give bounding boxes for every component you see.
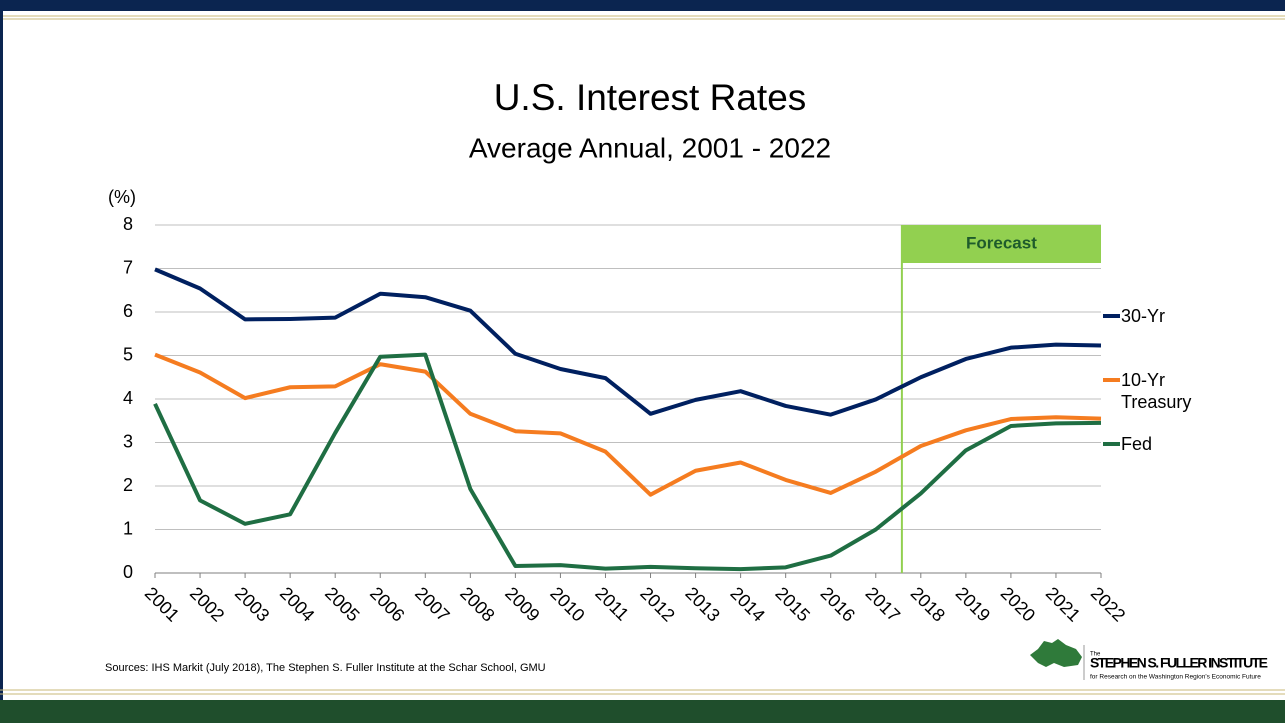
x-tick-label: 2021 [1042,583,1084,625]
x-tick-label: 2004 [276,583,318,625]
x-tick-label: 2001 [141,583,183,625]
bottom-bar [0,700,1285,723]
y-tick-label: 8 [123,214,133,234]
forecast-box [901,225,1101,263]
x-tick-label: 2015 [771,583,813,625]
x-tick-label: 2011 [591,583,633,625]
x-tick-label: 2020 [997,583,1039,625]
forecast-label: Forecast [966,233,1037,252]
y-tick-label: 7 [123,257,133,277]
x-tick-label: 2006 [366,583,408,625]
left-border [0,0,3,723]
y-tick-label: 5 [123,344,133,364]
series-line [154,267,1102,417]
chart-subtitle: Average Annual, 2001 - 2022 [469,132,831,163]
legend-label: Fed [1121,434,1153,454]
x-tick-label: 2010 [546,583,588,625]
logo-name: STEPHEN S. FULLER INSTITUTE [1090,655,1268,671]
x-tick-label: 2014 [726,583,768,625]
x-tick-label: 2002 [186,583,228,625]
x-tick-label: 2016 [817,583,859,625]
x-tick-label: 2007 [411,583,453,625]
x-tick-label: 2009 [501,583,543,625]
top-bar [0,0,1285,11]
y-tick-label: 1 [123,518,133,538]
x-tick-label: 2019 [952,583,994,625]
chart-title: U.S. Interest Rates [494,77,807,118]
y-tick-label: 6 [123,301,133,321]
x-tick-label: 2013 [681,583,723,625]
source: Sources: IHS Markit (July 2018), The Ste… [105,662,546,674]
y-tick-label: 2 [123,475,133,495]
logo-tagline: for Research on the Washington Region's … [1090,674,1261,681]
y-axis-label: (%) [108,187,136,207]
x-tick-label: 2018 [907,583,949,625]
logo-small: The [1090,652,1101,658]
y-tick-label: 4 [123,388,133,408]
series-line [153,352,1102,572]
logo-shape [1030,639,1082,667]
x-tick-label: 2005 [321,583,363,625]
y-tick-label: 3 [123,431,133,451]
y-tick-label: 0 [123,562,133,582]
legend-label: 10-Yr Treasury [1121,370,1192,412]
series-line [154,352,1102,497]
x-tick-label: 2017 [862,583,904,625]
legend-label: 30-Yr [1121,306,1166,326]
x-tick-label: 2003 [231,583,273,625]
x-tick-label: 2012 [636,583,678,625]
x-tick-label: 2022 [1087,583,1129,625]
x-tick-label: 2008 [456,583,498,625]
